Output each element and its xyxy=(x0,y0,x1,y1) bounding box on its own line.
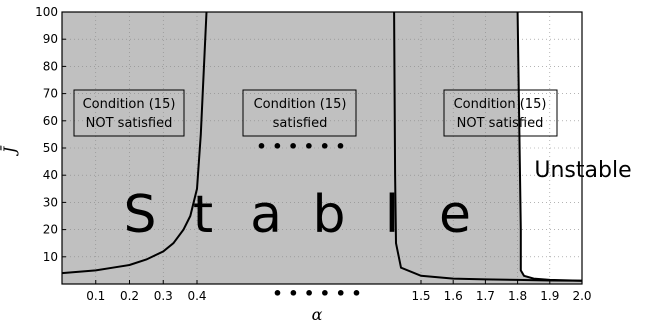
x-tick-label: 0.2 xyxy=(120,289,139,303)
y-tick-label: 60 xyxy=(43,114,58,128)
x-tick-label: 0.4 xyxy=(187,289,206,303)
y-tick-label: 80 xyxy=(43,59,58,73)
x-tick-label: 0.3 xyxy=(154,289,173,303)
boundary-curve-right xyxy=(516,11,583,282)
y-tick-label: 100 xyxy=(35,5,58,19)
annotation-right-line-2: NOT satisfied xyxy=(457,116,544,131)
annotation-middle-line-2: satisfied xyxy=(273,116,328,131)
x-tick-label: 1.9 xyxy=(540,289,559,303)
x-tick-label: 1.7 xyxy=(476,289,495,303)
annotation-left: Condition (15) NOT satisfied xyxy=(73,89,185,137)
x-tick-label: 1.6 xyxy=(444,289,463,303)
axis-break-dots-inner: • • • • • • xyxy=(256,137,345,156)
stable-letter: t xyxy=(193,185,213,245)
annotation-right-line-1: Condition (15) xyxy=(454,97,547,112)
x-tick-label: 0.1 xyxy=(86,289,105,303)
y-tick-label: 50 xyxy=(43,141,58,155)
boundary-curve-middle xyxy=(393,11,583,282)
x-axis-label: α xyxy=(312,305,323,324)
y-tick-label: 40 xyxy=(43,168,58,182)
y-tick-label: 10 xyxy=(43,250,58,264)
x-axis-ticks: 0.1 0.2 0.3 0.4 1.5 1.6 1.7 1.8 1.9 2.0 xyxy=(86,280,592,303)
boundary-curve-left xyxy=(61,11,208,275)
stable-letter: S xyxy=(123,185,156,245)
annotation-left-line-2: NOT satisfied xyxy=(86,116,173,131)
y-tick-label: 20 xyxy=(43,223,58,237)
stable-letter: l xyxy=(385,185,399,245)
x-tick-label: 1.8 xyxy=(508,289,527,303)
y-axis-ticks: 10 20 30 40 50 60 70 80 90 100 xyxy=(35,5,66,264)
stable-letter: a xyxy=(250,185,282,245)
stable-letter: e xyxy=(439,185,471,245)
stable-letter: b xyxy=(312,185,345,245)
unstable-label: Unstable xyxy=(534,158,631,183)
y-tick-label: 70 xyxy=(43,87,58,101)
annotation-middle-line-1: Condition (15) xyxy=(254,97,347,112)
annotation-middle: Condition (15) satisfied xyxy=(242,89,357,137)
y-tick-label: 30 xyxy=(43,195,58,209)
axis-break-dots-xaxis: • • • • • • xyxy=(272,284,361,303)
x-tick-label: 2.0 xyxy=(572,289,591,303)
annotation-right: Condition (15) NOT satisfied xyxy=(443,89,558,137)
y-tick-label: 90 xyxy=(43,32,58,46)
x-tick-label: 1.5 xyxy=(411,289,430,303)
annotation-left-line-1: Condition (15) xyxy=(83,97,176,112)
y-axis-label: J̄ xyxy=(0,145,19,156)
